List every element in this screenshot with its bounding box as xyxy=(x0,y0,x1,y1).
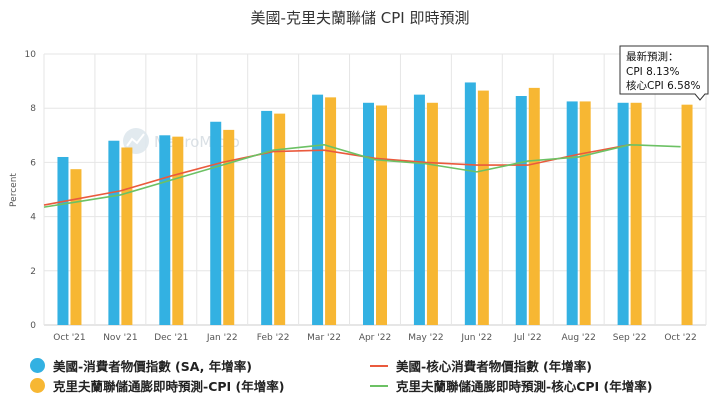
bar[interactable] xyxy=(528,87,540,325)
bar[interactable] xyxy=(630,102,642,325)
lines xyxy=(43,143,681,208)
x-tick-label: Oct '22 xyxy=(664,333,696,343)
bar[interactable] xyxy=(121,147,133,325)
chart-title: 美國-克里夫蘭聯儲 CPI 即時預測 xyxy=(251,9,470,27)
y-tick-label: 6 xyxy=(30,158,36,168)
y-tick-label: 8 xyxy=(30,104,36,114)
tooltip-box xyxy=(619,45,709,101)
legend-nowcast-core-cpi-marker xyxy=(370,384,388,387)
x-tick-label: Dec '21 xyxy=(154,333,188,343)
bar[interactable] xyxy=(681,104,693,325)
bar[interactable] xyxy=(274,113,286,326)
bar[interactable] xyxy=(617,102,629,325)
legend-nowcast-cpi-marker xyxy=(30,378,45,393)
legend: 美國-消費者物價指數 (SA, 年增率) 克里夫蘭聯儲通膨即時預測-CPI (年… xyxy=(30,354,710,400)
tooltip-line-core-cpi: 核心CPI 6.58% xyxy=(626,79,700,92)
x-tick-label: Sep '22 xyxy=(613,333,647,343)
x-tick-label: Nov '21 xyxy=(103,333,137,343)
bar[interactable] xyxy=(108,140,120,325)
bars xyxy=(57,82,693,326)
x-tick-label: Feb '22 xyxy=(257,333,290,343)
bar[interactable] xyxy=(70,169,82,325)
bar[interactable] xyxy=(210,121,222,325)
bar[interactable] xyxy=(172,136,184,325)
y-tick-label: 4 xyxy=(30,213,36,223)
x-tick-label: Oct '21 xyxy=(53,333,85,343)
x-tick-label: Jan '22 xyxy=(206,333,238,343)
legend-item-cpi[interactable]: 美國-消費者物價指數 (SA, 年增率) xyxy=(30,356,252,375)
bar[interactable] xyxy=(57,156,69,325)
bar[interactable] xyxy=(312,94,324,326)
legend-core-cpi-label: 美國-核心消費者物價指數 (年增率) xyxy=(396,359,592,374)
series-line[interactable] xyxy=(43,143,630,206)
series-line[interactable] xyxy=(43,143,681,208)
bar[interactable] xyxy=(477,90,489,326)
bar[interactable] xyxy=(426,102,438,325)
legend-cpi-label: 美國-消費者物價指數 (SA, 年增率) xyxy=(53,359,252,374)
y-axis-label: Percent xyxy=(9,173,19,207)
grid xyxy=(43,53,707,326)
bar[interactable] xyxy=(566,101,578,325)
y-tick-label: 10 xyxy=(25,50,37,60)
tooltip-line-cpi: CPI 8.13% xyxy=(626,66,679,78)
legend-item-nowcast-cpi[interactable]: 克里夫蘭聯儲通膨即時預測-CPI (年增率) xyxy=(30,376,284,395)
legend-cpi-marker xyxy=(30,358,45,373)
bar[interactable] xyxy=(223,129,235,325)
legend-nowcast-cpi-label: 克里夫蘭聯儲通膨即時預測-CPI (年增率) xyxy=(53,379,285,394)
bar[interactable] xyxy=(261,110,273,325)
bar[interactable] xyxy=(325,97,337,325)
x-tick-label: Apr '22 xyxy=(359,333,391,343)
legend-item-nowcast-core-cpi[interactable]: 克里夫蘭聯儲通膨即時預測-核心CPI (年增率) xyxy=(370,376,652,395)
bar[interactable] xyxy=(363,102,374,325)
bar[interactable] xyxy=(413,94,425,326)
y-tick-label: 0 xyxy=(30,321,36,331)
watermark-chart-icon xyxy=(126,133,145,147)
x-tick-label: May '22 xyxy=(408,333,443,343)
legend-core-cpi-marker xyxy=(370,364,388,367)
bar[interactable] xyxy=(579,101,591,325)
legend-item-core-cpi[interactable]: 美國-核心消費者物價指數 (年增率) xyxy=(370,356,592,375)
y-tick-label: 2 xyxy=(30,267,36,277)
bar[interactable] xyxy=(159,135,171,325)
x-tick-label: Jul '22 xyxy=(513,333,542,343)
bar[interactable] xyxy=(376,105,387,326)
ticks: 0 2 4 6 8 10 Oct '21 Nov '21 Dec '21 Jan '22 Feb '… xyxy=(25,50,697,343)
x-tick-label: Mar '22 xyxy=(307,333,341,343)
latest-forecast-tooltip: 最新預測： CPI 8.13% 核心CPI 6.58% xyxy=(619,45,709,101)
tooltip-title: 最新預測： xyxy=(626,50,679,63)
x-tick-label: Jun '22 xyxy=(460,333,492,343)
x-tick-label: Aug '22 xyxy=(562,333,596,343)
bar[interactable] xyxy=(515,96,527,325)
legend-nowcast-core-cpi-label: 克里夫蘭聯儲通膨即時預測-核心CPI (年增率) xyxy=(396,379,653,394)
bar[interactable] xyxy=(464,82,476,325)
